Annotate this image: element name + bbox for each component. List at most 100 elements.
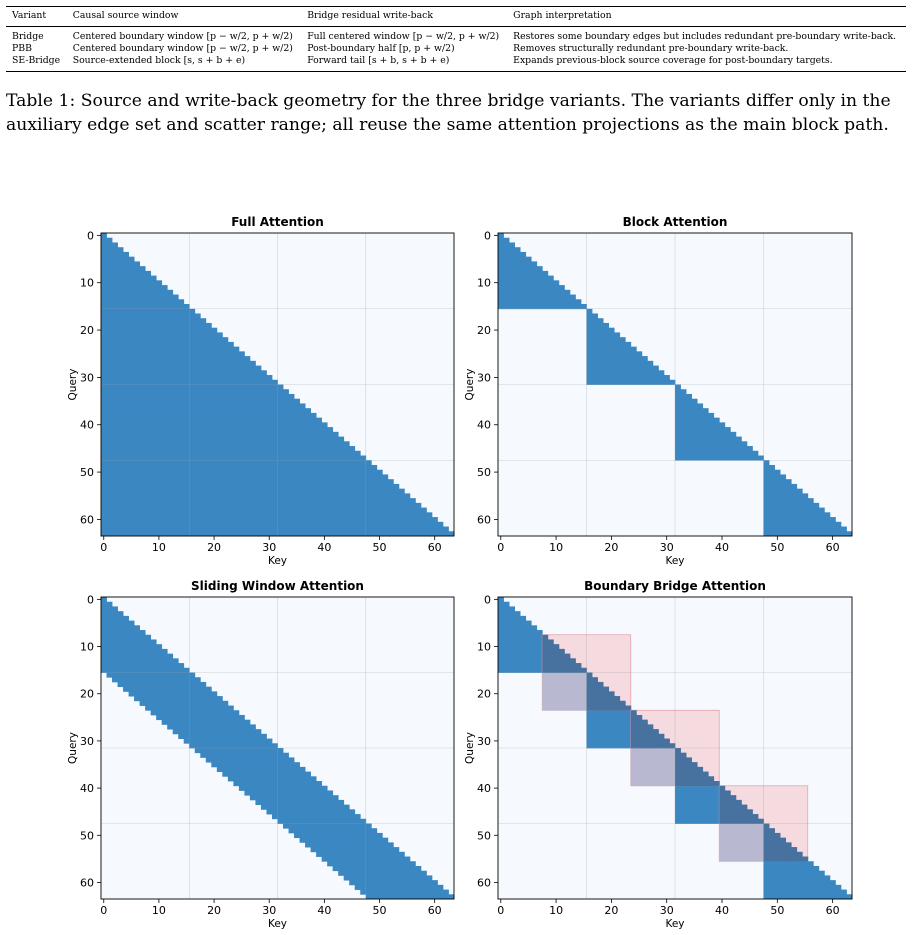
bridge-diagonal-cell bbox=[730, 804, 737, 810]
bridge-overlap-cell bbox=[636, 766, 643, 772]
bridge-diagonal-cell bbox=[553, 663, 560, 669]
bridge-diagonal-cell bbox=[691, 771, 698, 777]
bridge-diagonal-cell bbox=[597, 696, 604, 702]
mask-cell-run bbox=[586, 714, 643, 721]
bridge-overlap-cell bbox=[630, 776, 637, 782]
bridge-overlap-cell bbox=[580, 672, 587, 678]
bridge-overlap-cell bbox=[558, 696, 565, 702]
mask-cell-run bbox=[101, 379, 278, 385]
bridge-diagonal-cell bbox=[708, 776, 715, 782]
bridge-diagonal-cell bbox=[619, 705, 626, 711]
mask-cell-run bbox=[586, 365, 659, 371]
mask-cell-run bbox=[675, 441, 748, 447]
bridge-overlap-cell bbox=[669, 752, 676, 758]
mask-cell-run bbox=[205, 757, 295, 763]
mask-cell-run bbox=[101, 601, 113, 607]
bridge-diagonal-cell bbox=[697, 781, 704, 787]
mask-cell-run bbox=[675, 450, 759, 456]
bridge-diagonal-cell bbox=[774, 842, 781, 848]
x-tick-label: 60 bbox=[826, 904, 840, 917]
mask-cell-run bbox=[498, 256, 532, 262]
bridge-overlap-cell bbox=[558, 672, 565, 678]
mask-cell-run bbox=[586, 370, 665, 376]
bridge-overlap-cell bbox=[724, 851, 731, 857]
bridge-diagonal-cell bbox=[647, 729, 654, 735]
mask-cell-run bbox=[101, 299, 185, 305]
y-tick-label: 20 bbox=[477, 324, 491, 337]
table-cell: Expands previous-block source coverage f… bbox=[513, 55, 833, 66]
bridge-overlap-cell bbox=[553, 700, 560, 706]
bridge-overlap-cell bbox=[580, 705, 587, 711]
bridge-diagonal-cell bbox=[702, 781, 709, 787]
bridge-overlap-cell bbox=[547, 686, 554, 692]
mask-cell-run bbox=[271, 814, 361, 820]
mask-cell-run bbox=[498, 242, 515, 248]
bridge-diagonal-cell bbox=[603, 686, 610, 692]
bridge-diagonal-cell bbox=[641, 729, 648, 735]
bridge-overlap-cell bbox=[652, 766, 659, 772]
x-tick-label: 60 bbox=[428, 541, 442, 554]
bridge-diagonal-cell bbox=[647, 733, 654, 739]
mask-cell-run bbox=[498, 601, 510, 607]
bridge-overlap-cell bbox=[542, 691, 549, 697]
bridge-diagonal-cell bbox=[719, 809, 726, 815]
mask-cell-run bbox=[675, 417, 720, 423]
y-tick-label: 0 bbox=[87, 229, 94, 242]
attention-mask-panel-1: 0 10 20 30 40 50 60 0 10 20 30 40 50 60 Block Attentio… bbox=[464, 215, 853, 567]
mask-cell-run bbox=[498, 294, 576, 300]
bridge-overlap-cell bbox=[575, 705, 582, 711]
bridge-diagonal-cell bbox=[608, 705, 615, 711]
bridge-overlap-cell bbox=[564, 677, 571, 683]
bridge-diagonal-cell bbox=[769, 851, 775, 857]
bridge-overlap-cell bbox=[641, 771, 648, 777]
bridge-overlap-cell bbox=[724, 842, 731, 848]
mask-cell-run bbox=[498, 634, 549, 640]
bridge-overlap-cell bbox=[636, 781, 643, 787]
bridge-diagonal-cell bbox=[542, 653, 549, 659]
bridge-diagonal-cell bbox=[774, 847, 781, 853]
x-tick-label: 50 bbox=[373, 904, 387, 917]
bridge-diagonal-cell bbox=[780, 847, 787, 853]
mask-cell-run bbox=[321, 856, 411, 862]
mask-cell-run bbox=[101, 625, 141, 631]
bridge-overlap-cell bbox=[719, 847, 726, 853]
bridge-overlap-cell bbox=[630, 771, 637, 777]
bridge-overlap-cell bbox=[641, 776, 648, 782]
mask-cell-run bbox=[763, 507, 825, 513]
bridge-overlap-cell bbox=[746, 828, 753, 834]
mask-cell-run bbox=[101, 620, 135, 626]
mask-cell-run bbox=[101, 611, 124, 617]
bridge-overlap-cell bbox=[575, 681, 582, 688]
table-cell: PBB bbox=[12, 43, 32, 54]
bridge-diagonal-cell bbox=[580, 667, 587, 673]
bridge-diagonal-cell bbox=[730, 809, 737, 815]
mask-cell-run bbox=[675, 403, 704, 409]
mask-cell-run bbox=[675, 446, 753, 452]
mask-cell-run bbox=[343, 875, 433, 881]
bridge-diagonal-cell bbox=[763, 828, 770, 834]
bridge-overlap-cell bbox=[542, 677, 549, 683]
mask-cell-run bbox=[586, 733, 665, 739]
bridge-diagonal-cell bbox=[680, 762, 687, 768]
bridge-diagonal-cell bbox=[553, 667, 560, 673]
bridge-diagonal-cell bbox=[735, 809, 742, 815]
x-tick-label: 30 bbox=[660, 904, 674, 917]
mask-cell-run bbox=[498, 663, 582, 669]
mask-cell-run bbox=[101, 393, 295, 400]
bridge-diagonal-cell bbox=[691, 766, 698, 772]
bridge-diagonal-cell bbox=[719, 785, 726, 791]
bridge-diagonal-cell bbox=[769, 842, 775, 848]
bridge-overlap-cell bbox=[636, 757, 643, 763]
bridge-overlap-cell bbox=[558, 691, 565, 697]
table-cell: Full centered window [p − w/2, p + w/2) bbox=[307, 31, 500, 42]
bridge-diagonal-cell bbox=[564, 653, 571, 659]
bridge-diagonal-cell bbox=[741, 809, 748, 815]
y-axis-label: Query bbox=[464, 732, 476, 764]
bridge-diagonal-cell bbox=[785, 842, 792, 848]
table-row: Bridge Centered boundary window [p − w/2… bbox=[6, 27, 906, 44]
bridge-overlap-cell bbox=[569, 691, 576, 697]
mask-cell-run bbox=[101, 261, 141, 267]
bridge-diagonal-cell bbox=[675, 771, 681, 777]
mask-cell-run bbox=[763, 526, 847, 532]
bridge-diagonal-cell bbox=[586, 681, 593, 688]
